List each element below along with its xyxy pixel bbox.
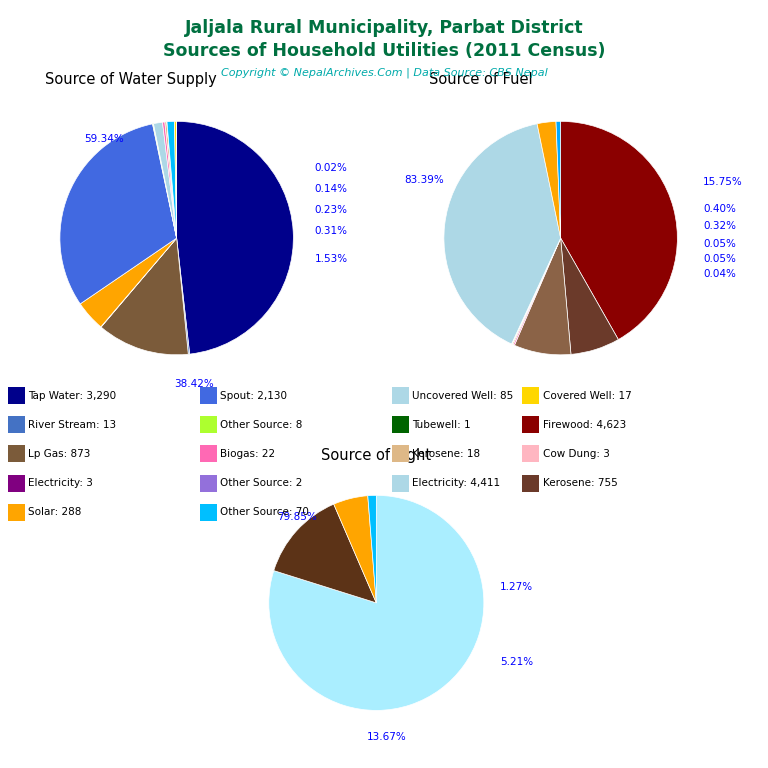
Wedge shape [561, 121, 677, 339]
Text: Electricity: 3: Electricity: 3 [28, 478, 93, 488]
Text: 79.85%: 79.85% [277, 511, 317, 522]
Wedge shape [556, 121, 561, 238]
Wedge shape [444, 124, 561, 344]
Wedge shape [177, 121, 293, 354]
Text: 0.40%: 0.40% [703, 204, 736, 214]
Wedge shape [101, 238, 188, 355]
Wedge shape [537, 121, 561, 238]
Text: 0.31%: 0.31% [314, 226, 347, 236]
Wedge shape [515, 238, 571, 355]
Text: Biogas: 22: Biogas: 22 [220, 449, 276, 459]
Wedge shape [153, 124, 177, 238]
Text: Kerosene: 755: Kerosene: 755 [543, 478, 617, 488]
Wedge shape [101, 238, 177, 327]
Text: 59.34%: 59.34% [84, 134, 124, 144]
Text: Tap Water: 3,290: Tap Water: 3,290 [28, 390, 117, 401]
Text: 0.02%: 0.02% [314, 163, 347, 173]
Text: Other Source: 8: Other Source: 8 [220, 419, 303, 430]
Wedge shape [167, 121, 177, 238]
Wedge shape [80, 238, 177, 327]
Title: Source of Light: Source of Light [321, 449, 432, 463]
Wedge shape [511, 238, 561, 344]
Text: Tubewell: 1: Tubewell: 1 [412, 419, 471, 430]
Wedge shape [368, 495, 376, 603]
Text: Spout: 2,130: Spout: 2,130 [220, 390, 287, 401]
Text: 38.42%: 38.42% [174, 379, 214, 389]
Text: 0.32%: 0.32% [703, 221, 736, 231]
Text: Firewood: 4,623: Firewood: 4,623 [543, 419, 626, 430]
Text: Copyright © NepalArchives.Com | Data Source: CBS Nepal: Copyright © NepalArchives.Com | Data Sou… [220, 68, 548, 78]
Text: 13.67%: 13.67% [367, 732, 407, 743]
Text: Source of Water Supply: Source of Water Supply [45, 72, 217, 87]
Text: 83.39%: 83.39% [404, 174, 444, 185]
Wedge shape [513, 238, 561, 346]
Text: Other Source: 70: Other Source: 70 [220, 507, 310, 518]
Text: Sources of Household Utilities (2011 Census): Sources of Household Utilities (2011 Cen… [163, 42, 605, 60]
Text: Covered Well: 17: Covered Well: 17 [543, 390, 632, 401]
Wedge shape [165, 122, 177, 238]
Text: Electricity: 4,411: Electricity: 4,411 [412, 478, 501, 488]
Text: 1.53%: 1.53% [314, 254, 347, 264]
Text: River Stream: 13: River Stream: 13 [28, 419, 117, 430]
Wedge shape [167, 122, 177, 238]
Text: Lp Gas: 873: Lp Gas: 873 [28, 449, 91, 459]
Wedge shape [269, 495, 484, 710]
Text: 0.05%: 0.05% [703, 239, 736, 249]
Text: Cow Dung: 3: Cow Dung: 3 [543, 449, 610, 459]
Wedge shape [511, 238, 561, 344]
Wedge shape [154, 122, 177, 238]
Wedge shape [512, 238, 561, 345]
Wedge shape [273, 504, 376, 603]
Text: Uncovered Well: 85: Uncovered Well: 85 [412, 390, 514, 401]
Text: Other Source: 2: Other Source: 2 [220, 478, 303, 488]
Wedge shape [177, 238, 190, 354]
Text: Solar: 288: Solar: 288 [28, 507, 81, 518]
Wedge shape [561, 238, 618, 354]
Wedge shape [60, 124, 177, 304]
Wedge shape [154, 124, 177, 238]
Text: 0.23%: 0.23% [314, 205, 347, 215]
Wedge shape [174, 121, 177, 238]
Wedge shape [163, 122, 177, 238]
Text: 5.21%: 5.21% [500, 657, 533, 667]
Text: 0.14%: 0.14% [314, 184, 347, 194]
Text: 0.05%: 0.05% [703, 254, 736, 264]
Wedge shape [511, 238, 561, 344]
Text: 15.75%: 15.75% [703, 177, 743, 187]
Text: Kerosene: 18: Kerosene: 18 [412, 449, 481, 459]
Text: Jaljala Rural Municipality, Parbat District: Jaljala Rural Municipality, Parbat Distr… [184, 19, 584, 37]
Text: Source of Fuel: Source of Fuel [429, 72, 533, 87]
Wedge shape [334, 495, 376, 603]
Text: 0.04%: 0.04% [703, 270, 736, 280]
Text: 1.27%: 1.27% [500, 581, 533, 592]
